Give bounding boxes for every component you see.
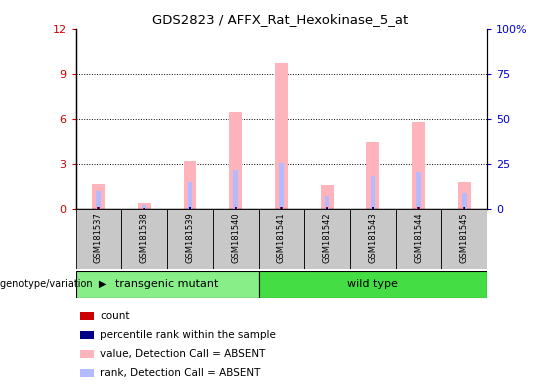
Bar [76,209,122,269]
Text: GSM181542: GSM181542 [323,212,332,263]
Bar [458,182,471,209]
Text: transgenic mutant: transgenic mutant [115,279,219,289]
Bar [463,207,465,209]
Bar [143,208,146,209]
Bar [184,161,197,209]
Bar [235,207,236,209]
Text: GSM181545: GSM181545 [460,212,469,263]
Bar [304,209,350,269]
Bar [412,122,425,209]
Bar [417,207,420,209]
Bar [96,191,101,209]
Text: genotype/variation  ▶: genotype/variation ▶ [0,279,106,289]
Bar [275,63,288,209]
Bar [280,207,283,209]
Bar [189,207,191,209]
Bar [188,182,192,209]
Bar [416,172,421,209]
Text: GSM181538: GSM181538 [139,212,149,263]
Text: value, Detection Call = ABSENT: value, Detection Call = ABSENT [100,349,265,359]
Bar [321,185,334,209]
Text: GSM181544: GSM181544 [414,212,423,263]
Text: GDS2823 / AFFX_Rat_Hexokinase_5_at: GDS2823 / AFFX_Rat_Hexokinase_5_at [152,13,408,26]
Bar [92,184,105,209]
Bar [325,196,329,209]
Bar [259,271,487,298]
Bar [80,331,94,339]
Bar [167,209,213,269]
Bar [441,209,487,269]
Bar [80,312,94,320]
Bar [98,207,99,209]
Bar [366,142,379,209]
Bar [462,193,466,209]
Bar [464,207,465,209]
Bar [326,207,328,209]
Bar [326,208,328,209]
Bar [76,271,259,298]
Bar [189,207,190,209]
Bar [372,207,374,209]
Bar [235,207,237,209]
Bar [97,207,100,209]
Bar [281,207,282,209]
Bar [234,170,238,209]
Bar [80,369,94,377]
Bar [259,209,304,269]
Text: GSM181543: GSM181543 [368,212,377,263]
Text: count: count [100,311,130,321]
Bar [371,176,375,209]
Bar [229,111,242,209]
Text: GSM181539: GSM181539 [185,212,194,263]
Text: GSM181537: GSM181537 [94,212,103,263]
Bar [418,207,419,209]
Bar [142,205,147,209]
Text: GSM181541: GSM181541 [277,212,286,263]
Text: GSM181540: GSM181540 [231,212,240,263]
Bar [213,209,259,269]
Bar [138,203,151,209]
Text: rank, Detection Call = ABSENT: rank, Detection Call = ABSENT [100,368,260,378]
Text: percentile rank within the sample: percentile rank within the sample [100,330,276,340]
Bar [396,209,441,269]
Bar [80,350,94,358]
Bar [279,163,284,209]
Bar [122,209,167,269]
Bar [372,207,374,209]
Text: wild type: wild type [347,279,398,289]
Bar [350,209,396,269]
